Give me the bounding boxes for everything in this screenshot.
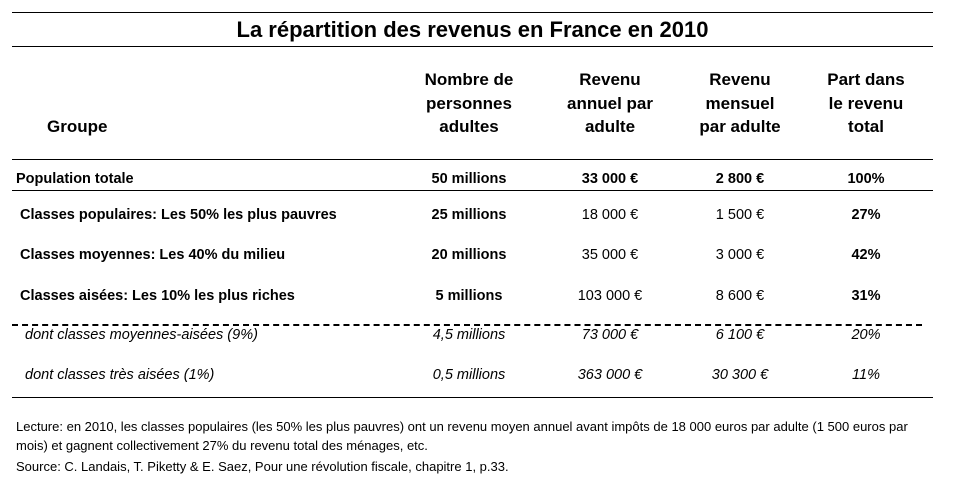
rule bbox=[12, 12, 933, 13]
cell: 18 000 € bbox=[581, 207, 639, 223]
rule bbox=[12, 397, 933, 398]
header-cell: Revenu bbox=[709, 70, 771, 89]
cell: Classes populaires: Les 50% les plus pau… bbox=[20, 207, 337, 223]
cell: 6 100 € bbox=[715, 327, 765, 343]
rule bbox=[12, 190, 933, 191]
source: Source: C. Landais, T. Piketty & E. Saez… bbox=[16, 459, 509, 474]
cell: 20 millions bbox=[431, 247, 507, 263]
cell: 363 000 € bbox=[577, 367, 643, 383]
header-cell: total bbox=[848, 117, 884, 136]
header-cell: par adulte bbox=[699, 117, 781, 136]
cell: 27% bbox=[851, 207, 881, 223]
cell: 73 000 € bbox=[581, 327, 639, 343]
cell: 31% bbox=[851, 288, 881, 304]
header-cell: personnes bbox=[426, 93, 512, 113]
cell: 3 000 € bbox=[715, 247, 765, 263]
header-cell: mensuel bbox=[705, 93, 775, 113]
cell: 5 millions bbox=[435, 288, 503, 304]
header-cell: Groupe bbox=[47, 117, 108, 136]
cell: Population totale bbox=[16, 171, 134, 187]
header-cell: Revenu bbox=[579, 70, 641, 89]
cell: 4,5 millions bbox=[432, 327, 506, 343]
cell: 35 000 € bbox=[581, 247, 639, 263]
cell: 0,5 millions bbox=[432, 367, 506, 383]
cell: 20% bbox=[851, 327, 881, 343]
cell: 33 000 € bbox=[581, 171, 639, 187]
cell: 25 millions bbox=[431, 207, 507, 223]
header-cell: le revenu bbox=[828, 93, 904, 113]
header-cell: Nombre de bbox=[424, 70, 514, 89]
cell: 42% bbox=[851, 247, 881, 263]
header-cell: annuel par bbox=[567, 93, 653, 113]
header-cell: adultes bbox=[439, 117, 499, 136]
dashed-rule bbox=[12, 324, 922, 326]
cell: 103 000 € bbox=[577, 288, 643, 304]
header-cell: Part dans bbox=[827, 70, 905, 89]
cell: 8 600 € bbox=[715, 288, 765, 304]
rule bbox=[12, 46, 933, 47]
cell: dont classes très aisées (1%) bbox=[25, 367, 215, 383]
rule bbox=[12, 159, 933, 160]
cell: 11% bbox=[852, 367, 880, 383]
cell: 1 500 € bbox=[715, 207, 765, 223]
note: Lecture: en 2010, les classes populaires… bbox=[16, 419, 908, 453]
cell: dont classes moyennes-aisées (9%) bbox=[25, 327, 258, 343]
cell: 100% bbox=[847, 171, 885, 187]
cell: Classes moyennes: Les 40% du milieu bbox=[20, 247, 286, 263]
cell: 30 300 € bbox=[711, 367, 769, 383]
header-cell: adulte bbox=[584, 117, 636, 136]
cell: 50 millions bbox=[431, 171, 507, 187]
cell: 2 800 € bbox=[715, 171, 765, 187]
cell: Classes aisées: Les 10% les plus riches bbox=[20, 288, 295, 304]
title: La répartition des revenus en France en … bbox=[236, 17, 709, 42]
